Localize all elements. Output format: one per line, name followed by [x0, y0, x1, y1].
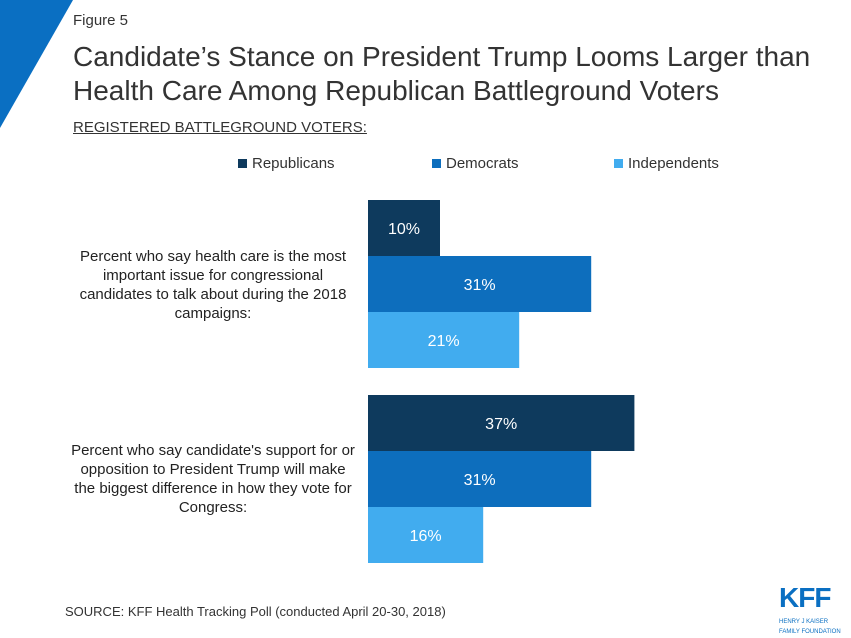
legend-label: Republicans: [252, 155, 335, 172]
data-label: 10%: [388, 221, 420, 238]
category-label: Percent who say health care is the most …: [79, 248, 347, 322]
logo-subline: HENRY J KAISER: [779, 619, 829, 625]
bar-independents: [368, 312, 520, 368]
logo-subline: FAMILY FOUNDATION: [779, 629, 841, 635]
data-label: 31%: [464, 277, 496, 294]
chart-title: Candidate’s Stance on President Trump Lo…: [73, 41, 811, 106]
legend-item: Independents: [614, 155, 719, 172]
kff-logo: KFF HENRY J KAISER FAMILY FOUNDATION: [779, 583, 841, 635]
bar-republicans: [368, 395, 635, 451]
legend-swatch: [432, 159, 441, 168]
legend-item: Democrats: [432, 155, 519, 172]
legend-swatch: [614, 159, 623, 168]
legend-item: Republicans: [238, 155, 335, 172]
legend-label: Democrats: [446, 155, 519, 172]
chart-subtitle: REGISTERED BATTLEGROUND VOTERS:: [73, 119, 367, 136]
figure-label: Figure 5: [73, 12, 129, 29]
data-label: 21%: [428, 333, 460, 350]
legend-swatch: [238, 159, 247, 168]
bar-democrats: [368, 256, 592, 312]
data-label: 16%: [410, 528, 442, 545]
legend-label: Independents: [628, 155, 719, 172]
brand-wedge-decoration: [0, 0, 73, 128]
logo-mark: KFF: [779, 583, 831, 613]
source-note: SOURCE: KFF Health Tracking Poll (conduc…: [65, 604, 446, 619]
bar-independents: [368, 507, 484, 563]
data-label: 37%: [485, 416, 517, 433]
category-label: Percent who say candidate's support for …: [71, 442, 355, 516]
data-label: 31%: [464, 472, 496, 489]
bar-republicans: [368, 200, 440, 256]
bar-democrats: [368, 451, 592, 507]
